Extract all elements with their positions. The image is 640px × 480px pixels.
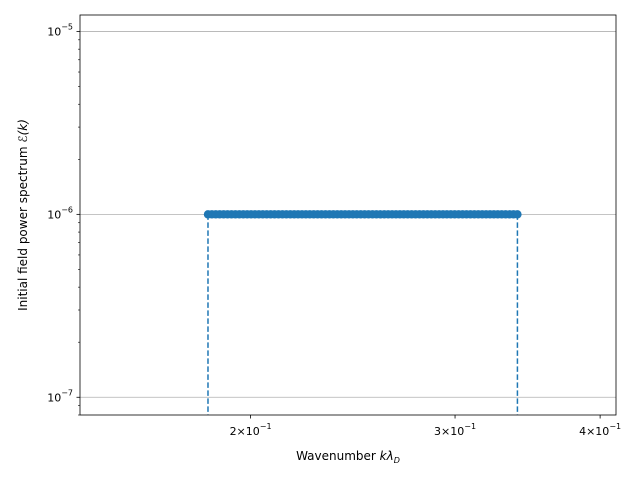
x-axis-label: Wavenumber kλD bbox=[296, 449, 400, 465]
axis-labels: Wavenumber kλD Initial field power spectr… bbox=[16, 119, 400, 465]
threshold-lines bbox=[207, 214, 519, 415]
plot-frame bbox=[79, 14, 617, 416]
y-tick-label: 10−7 bbox=[47, 388, 73, 404]
data-point bbox=[513, 210, 522, 219]
y-axis-label: Initial field power spectrum ℰ(k) bbox=[16, 119, 30, 311]
y-tick-label: 10−6 bbox=[47, 205, 73, 221]
x-tick-label: 4×10−1 bbox=[579, 422, 621, 438]
y-tick-label: 10−5 bbox=[47, 22, 73, 38]
axis-ticks: 10−7 10−6 10−5 2×10−1 3×10−1 4×10−1 bbox=[47, 22, 621, 438]
x-tick-label: 2×10−1 bbox=[230, 422, 272, 438]
x-tick-label: 3×10−1 bbox=[434, 422, 476, 438]
data-points bbox=[203, 210, 522, 219]
